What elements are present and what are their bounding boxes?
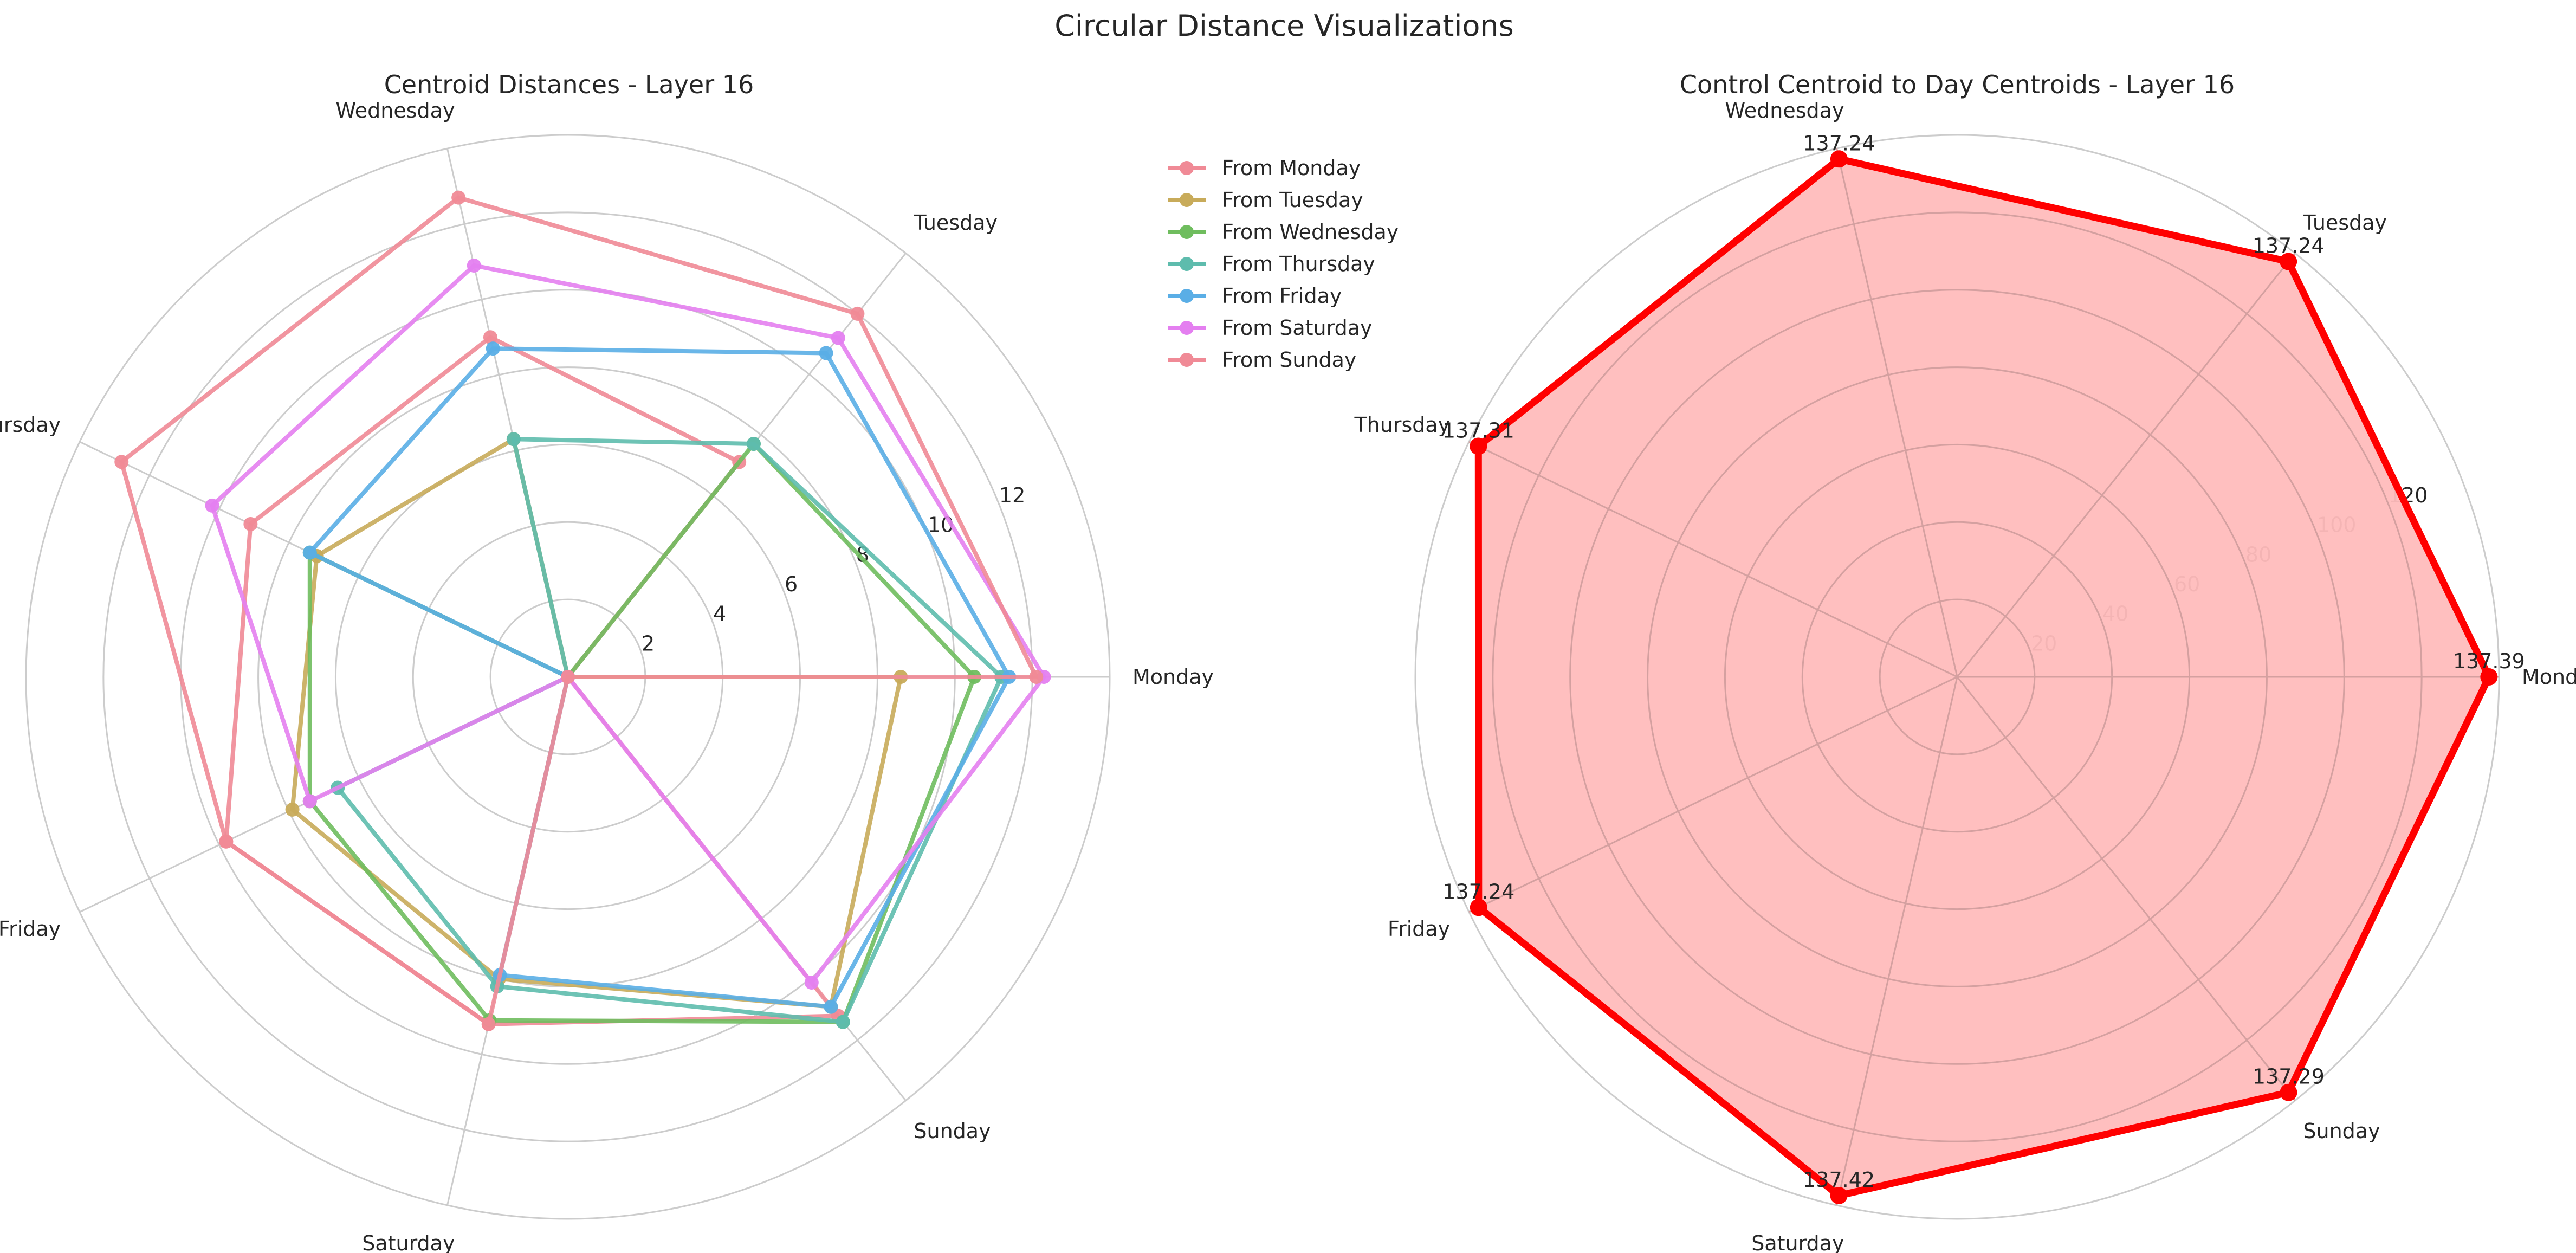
control-line [1474,155,2493,1199]
left-rtick-label: 4 [713,602,726,626]
legend-label-from-thursday: From Thursday [1222,252,1375,276]
left-category-label-thursday: Thursday [0,413,61,437]
series-line-from-wednesday [307,442,976,1024]
right-grid-ring-overlay [1492,211,2423,1142]
data-point-from-saturday-sunday [804,976,819,990]
series-line-from-saturday [210,263,1046,985]
series-line-from-sunday [119,195,1039,1026]
right-spoke-overlay-thursday [1468,441,1958,678]
figure-title: Circular Distance Visualizations [1054,9,1514,43]
control-point-wednesday [1830,150,1848,168]
right-category-label-sunday: Sunday [2303,1119,2380,1143]
legend-label-from-saturday: From Saturday [1222,316,1372,340]
data-point-from-saturday-friday [302,794,317,809]
right-category-label-saturday: Saturday [1751,1231,1844,1253]
legend-marker-from-wednesday [1180,225,1194,239]
data-point-from-friday-thursday [302,545,317,560]
right-spoke-overlay-sunday [1956,676,2296,1101]
control-value-label-saturday: 137.42 [1803,1168,1875,1192]
legend-label-from-tuesday: From Tuesday [1222,188,1363,212]
right-spoke-overlay-friday [1468,676,1958,913]
data-point-from-thursday-sunday [836,1015,850,1029]
right-spoke-overlay-saturday [1836,676,1958,1206]
left-radar-chart: 24681012MondayTuesdayWednesdayThursdayFr… [0,99,1214,1253]
control-value-label-sunday: 137.29 [2253,1065,2325,1089]
left-category-label-sunday: Sunday [914,1119,991,1143]
right-category-label-monday: Monday [2522,665,2576,689]
right-chart-title: Control Centroid to Day Centroids - Laye… [1680,70,2235,99]
data-point-from-friday-wednesday [486,341,500,356]
left-rtick-label: 2 [642,631,655,655]
data-point-from-monday-thursday [243,516,258,531]
control-value-label-wednesday: 137.24 [1803,131,1875,155]
right-category-label-wednesday: Wednesday [1725,99,1844,122]
control-point-saturday [1830,1186,1848,1204]
data-point-from-saturday-thursday [205,498,219,513]
control-point-friday [1470,899,1487,916]
legend: From Monday From Tuesday From Wednesday Fro… [1168,156,1399,372]
control-point-sunday [2280,1083,2297,1101]
legend-marker-from-sunday [1180,353,1194,367]
data-point-from-sunday-thursday [114,455,129,469]
control-point-monday [2480,668,2498,686]
data-point-from-sunday-tuesday [850,306,865,321]
right-spoke-overlay-tuesday [1956,253,2296,677]
control-value-label-thursday: 137.31 [1442,418,1514,442]
legend-marker-from-saturday [1180,321,1194,335]
data-point-from-sunday-monday [1029,670,1044,684]
legend-label-from-friday: From Friday [1222,284,1342,308]
right-category-label-tuesday: Tuesday [2302,211,2387,235]
control-value-label-monday: 137.39 [2453,649,2525,673]
right-radar-chart: 20406080100120MondayTuesdayWednesdayThur… [1354,99,2576,1253]
left-rtick-label: 6 [785,572,798,596]
left-chart-title: Centroid Distances - Layer 16 [384,70,754,99]
left-rtick-label: 12 [999,483,1025,507]
data-point-from-saturday-wednesday [467,258,481,273]
left-category-label-friday: Friday [0,917,61,941]
legend-marker-from-monday [1180,161,1194,175]
data-point-from-tuesday-friday [285,802,300,817]
left-category-label-wednesday: Wednesday [335,99,455,122]
right-spoke-overlay-wednesday [1836,148,1958,677]
right-category-label-friday: Friday [1388,917,1450,941]
control-value-label-friday: 137.24 [1442,880,1514,903]
data-point-from-thursday-tuesday [746,436,761,451]
series-line-from-thursday [335,437,1004,1024]
left-category-label-tuesday: Tuesday [913,211,998,235]
data-point-from-friday-sunday [824,999,838,1014]
legend-marker-from-thursday [1180,257,1194,271]
right-grid-ring-overlay [1879,598,2036,755]
data-point-from-saturday-tuesday [831,331,845,345]
legend-label-from-monday: From Monday [1222,156,1361,180]
right-grid-ring-overlay [1569,289,2345,1065]
right-category-label-thursday: Thursday [1354,413,1450,437]
left-category-label-monday: Monday [1132,665,1214,689]
data-point-from-sunday-friday [219,834,234,849]
left-category-label-saturday: Saturday [362,1231,455,1253]
right-grid-ring-overlay [1724,443,2191,910]
legend-marker-from-friday [1180,289,1194,303]
data-point-from-friday-tuesday [819,346,833,360]
data-point-from-sunday-sunday [561,670,575,684]
legend-label-from-wednesday: From Wednesday [1222,220,1399,244]
legend-label-from-sunday: From Sunday [1222,348,1356,372]
data-point-from-sunday-wednesday [451,190,466,205]
data-point-from-sunday-saturday [481,1017,496,1031]
data-point-from-thursday-wednesday [506,432,521,447]
legend-marker-from-tuesday [1180,193,1194,207]
data-point-from-monday-wednesday [483,330,497,345]
control-point-thursday [1470,437,1487,455]
right-grid-ring-overlay [1647,366,2268,987]
series-line-from-friday [307,346,1012,1009]
right-grid-ring-overlay [1801,521,2113,833]
control-value-label-tuesday: 137.24 [2253,234,2325,258]
control-point-tuesday [2280,253,2297,270]
